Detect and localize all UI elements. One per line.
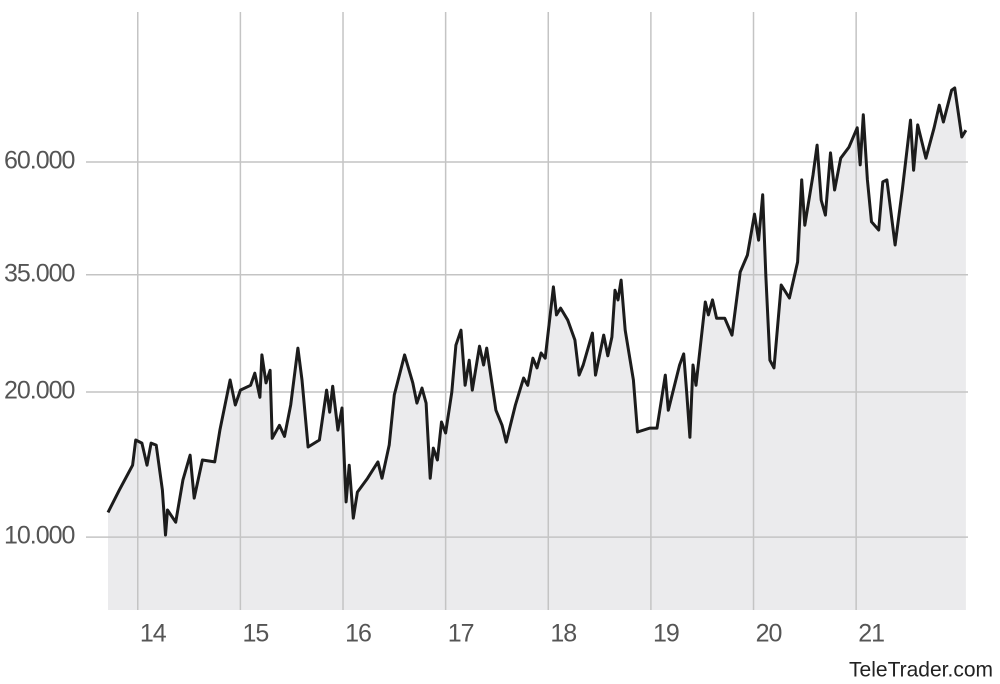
area [108, 87, 966, 610]
source: TeleTrader.com [849, 659, 993, 682]
price-line [106, 86, 968, 537]
x-tick-label: 20 [756, 620, 782, 648]
x-tick-label: 17 [448, 620, 474, 648]
x-tick-label: 21 [858, 620, 884, 648]
y-tick-label: 35.000 [4, 259, 75, 287]
x-tick-label: 16 [345, 620, 371, 648]
x-tick-label: 18 [550, 620, 576, 648]
x-tick-label: 19 [653, 620, 679, 648]
y-tick-label: 10.000 [4, 522, 75, 550]
x-tick-label: 15 [242, 620, 268, 648]
x-tick-label: 14 [140, 620, 167, 648]
y-tick-label: 60.000 [4, 147, 75, 175]
y-tick-label: 20.000 [4, 377, 75, 405]
